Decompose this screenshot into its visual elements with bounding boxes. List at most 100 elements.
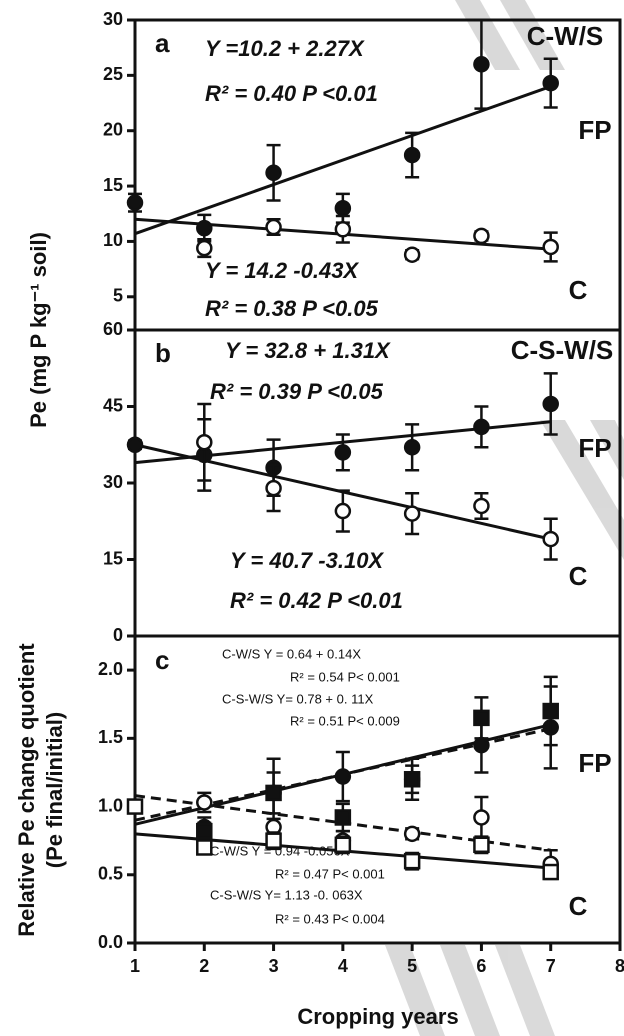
marker [126, 798, 144, 815]
x-tick-label: 7 [546, 956, 556, 976]
equation: R² = 0.51 P< 0.009 [290, 713, 400, 728]
marker [403, 825, 421, 843]
marker [403, 505, 421, 522]
marker [403, 439, 421, 456]
marker [265, 832, 282, 849]
y-tick-label: 1.0 [98, 795, 123, 815]
panel-label: b [155, 338, 171, 368]
y-axis-title: Relative Pe change quotient [14, 643, 39, 937]
equation: C-W/S Y = 0.64 + 0.14X [222, 646, 361, 661]
marker [473, 836, 490, 854]
panel-label: a [155, 28, 170, 58]
x-tick-label: 4 [338, 956, 348, 976]
equation: C-S-W/S Y= 1.13 -0. 063X [210, 887, 363, 902]
marker [126, 194, 144, 211]
marker [542, 238, 559, 256]
x-tick-label: 5 [407, 956, 417, 976]
y-tick-label: 30 [103, 472, 123, 492]
marker [403, 146, 421, 164]
y-tick-label: 2.0 [98, 659, 123, 679]
equation: C-S-W/S Y= 0.78 + 0. 11X [222, 691, 374, 706]
marker [196, 794, 213, 811]
decoration [385, 0, 624, 1036]
marker [265, 479, 282, 497]
series-label: C [569, 891, 588, 921]
x-tick-label: 6 [476, 956, 486, 976]
marker [196, 239, 213, 257]
marker [542, 702, 559, 720]
marker [403, 771, 421, 788]
marker [265, 164, 282, 182]
marker [334, 444, 352, 461]
x-axis-title: Cropping years [297, 1004, 458, 1029]
y-tick-label: 0.0 [98, 932, 123, 952]
y-tick-label: 15 [103, 548, 123, 568]
equation: R² = 0.43 P< 0.004 [275, 911, 385, 926]
y-tick-label: 25 [103, 64, 123, 84]
equation: R² = 0.54 P< 0.001 [290, 669, 400, 684]
x-tick-label: 2 [199, 956, 209, 976]
series-label: FP [578, 748, 611, 778]
plot-frame [133, 634, 622, 945]
marker [542, 74, 559, 92]
y-tick-label: 30 [103, 9, 123, 29]
marker [403, 246, 421, 263]
y-tick-label: 10 [103, 230, 123, 250]
marker [196, 433, 213, 451]
series-label: FP [578, 433, 611, 463]
series-label: C [569, 275, 588, 305]
marker [542, 395, 559, 413]
equation: R² = 0.38 P <0.05 [205, 296, 379, 321]
x-tick-label: 1 [130, 956, 140, 976]
marker [473, 736, 490, 754]
marker [334, 502, 352, 520]
marker [334, 221, 352, 238]
equation: Y = 40.7 -3.10X [230, 548, 384, 573]
equation: Y =10.2 + 2.27X [205, 36, 365, 61]
marker [126, 436, 144, 453]
marker [473, 809, 490, 826]
marker [265, 218, 282, 236]
y-tick-label: 45 [103, 395, 123, 415]
y-tick-label: 5 [113, 286, 123, 306]
equation: R² = 0.39 P <0.05 [210, 379, 384, 404]
marker [196, 822, 213, 840]
marker [473, 709, 490, 727]
marker [542, 863, 559, 881]
x-tick-label: 8 [615, 956, 624, 976]
marker [334, 199, 352, 217]
panel-label: c [155, 645, 169, 675]
y-axis-title: (Pe final/initial) [42, 712, 67, 868]
x-tick-label: 3 [269, 956, 279, 976]
y-tick-label: 0.5 [98, 864, 123, 884]
series-label: C [569, 561, 588, 591]
equation: Y = 14.2 -0.43X [205, 258, 359, 283]
marker [196, 219, 213, 237]
y-tick-label: 1.5 [98, 727, 123, 747]
y-tick-label: 0 [113, 625, 123, 645]
y-tick-label: 15 [103, 175, 123, 195]
marker [473, 418, 490, 436]
equation: R² = 0.42 P <0.01 [230, 588, 403, 613]
marker [473, 497, 490, 515]
series-label: FP [578, 115, 611, 145]
marker [542, 530, 559, 548]
equation: R² = 0.47 P< 0.001 [275, 866, 385, 881]
marker [473, 227, 490, 245]
y-axis-title: Pe (mg P kg⁻¹ soil) [26, 232, 51, 428]
marker [334, 809, 352, 826]
equation: R² = 0.40 P <0.01 [205, 81, 378, 106]
marker [334, 836, 352, 854]
y-tick-label: 20 [103, 119, 123, 139]
y-tick-label: 60 [103, 319, 123, 339]
system-label: C-W/S [527, 21, 604, 51]
marker [196, 839, 213, 856]
marker [334, 768, 352, 785]
trend-line [134, 85, 552, 236]
equation: Y = 32.8 + 1.31X [225, 338, 391, 363]
marker [473, 56, 490, 73]
marker [403, 852, 421, 870]
marker [265, 784, 282, 802]
system-label: C-S-W/S [511, 335, 614, 365]
